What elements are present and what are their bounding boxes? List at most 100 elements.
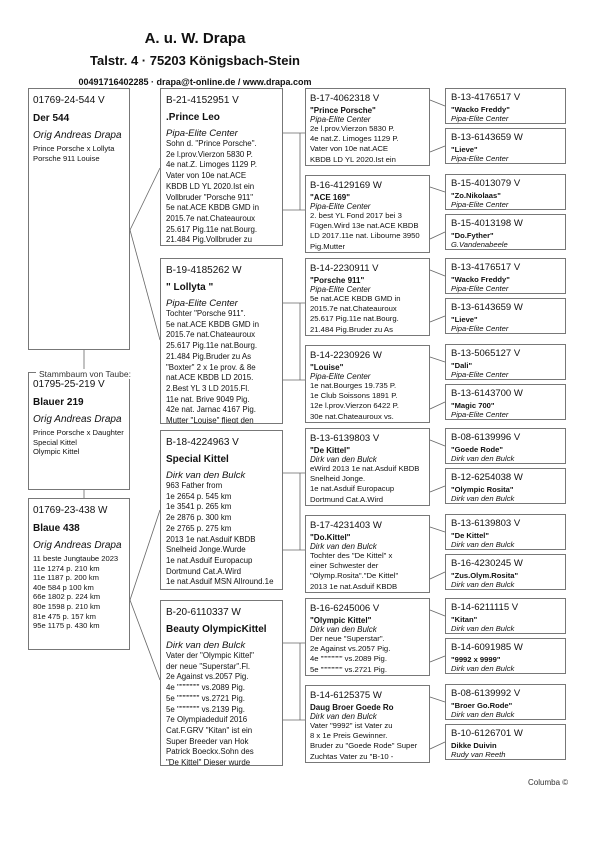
generation2-card[interactable]: B-18-4224963 V Special Kittel Dirk van den… [160, 430, 283, 590]
pedigree-note-line: 66e 1802 p. 224 km [33, 592, 101, 602]
pedigree-note-line: KBDB LD YL 2020.Ist ein [310, 154, 396, 164]
generation4-card[interactable]: B-08-6139996 V "Goede Rode" Dirk van den B… [445, 428, 566, 464]
pedigree-note-line: 2e Against vs.2057 Pig. [310, 644, 391, 654]
pigeon-name: "Do.Fyther" [451, 231, 494, 240]
pedigree-note-line: Cat.F.GRV "Kitan" ist ein [166, 725, 253, 735]
pedigree-note-line: 12e l.prov.Vierzon 6422 P. [310, 401, 399, 411]
pigeon-name: "Prince Porsche" [310, 106, 376, 115]
pedigree-note-line: 21.484 Pig.Bruder zu As [166, 351, 252, 361]
pedigree-note-line: 11 beste Jungtaube 2023 [33, 554, 119, 563]
pedigree-note-line: Pig.Mutter [310, 241, 346, 251]
breeder-name: Dirk van den Bulck [451, 710, 515, 719]
ring-number: B-13-6143700 W [451, 388, 523, 399]
breeder-name: Pipa-Elite Center [451, 200, 509, 209]
breeder-name: Pipa-Elite Center [166, 128, 238, 139]
sire-card[interactable]: 01795-25-219 V Blauer 219 Orig Andreas Dra… [28, 372, 130, 490]
breeder-name: Pipa-Elite Center [451, 324, 509, 333]
generation2-card[interactable]: B-19-4185262 W " Lollyta " Pipa-Elite Cent… [160, 258, 283, 424]
pedigree-note-line: Tochter "Porsche 911". [166, 309, 246, 318]
connector-line [129, 599, 161, 681]
ring-number: B-14-6125375 W [310, 690, 382, 701]
connector-line [129, 167, 161, 231]
pigeon-name: "Olympic Rosita" [451, 485, 514, 494]
breeder-name: Dirk van den Bulck [166, 640, 246, 651]
breeder-name: Dirk van den Bulck [451, 664, 515, 673]
generation4-card[interactable]: B-13-6143700 W "Magic 700" Pipa-Elite Cent… [445, 384, 566, 420]
generation4-card[interactable]: B-13-6139803 V "De Kittel" Dirk van den Bu… [445, 514, 566, 550]
generation3-card[interactable]: B-14-2230926 W "Louise" Pipa-Elite Center 1… [305, 345, 430, 423]
breeder-name: Dirk van den Bulck [451, 624, 515, 633]
pedigree-note-line: 21.484 Pig.Vollbruder zu [166, 235, 252, 245]
generation3-card[interactable]: B-16-4129169 W "ACE 169" Pipa-Elite Center… [305, 175, 430, 253]
ring-number: B-10-6126701 W [451, 728, 523, 739]
pedigree-note-line: 1e 3541 p. 265 km [166, 502, 232, 512]
pedigree-note-line: 4e """""""" vs.2089 Pig. [166, 683, 245, 693]
generation3-card[interactable]: B-17-4231403 W "Do.Kittel" Dirk van den Bu… [305, 515, 430, 593]
connector-line [429, 99, 446, 107]
connector-line [429, 655, 446, 663]
generation3-card[interactable]: B-16-6245006 V "Olympic Kittel" Dirk van d… [305, 598, 430, 676]
pedigree-note-line: 7e Olympiadeduif 2016 [166, 715, 248, 725]
generation2-card[interactable]: B-21-4152951 V .Prince Leo Pipa-Elite Cent… [160, 88, 283, 246]
generation4-card[interactable]: B-15-4013198 W "Do.Fyther" G.Vandenabeele [445, 214, 566, 250]
generation4-card[interactable]: B-13-6143659 W "Lieve" Pipa-Elite Center [445, 128, 566, 164]
breeder-name: Dirk van den Bulck [310, 625, 377, 634]
generation3-card[interactable]: B-14-6125375 W Daug Broer Goede Ro Dirk va… [305, 685, 430, 763]
breeder-name: Pipa-Elite Center [310, 372, 371, 381]
pedigree-note-line: 25.617 Pig.11e nat.Bourg. [166, 341, 258, 351]
pedigree-note-line: 1e nat.Asduif MSN Allround.1e [166, 577, 274, 587]
generation4-card[interactable]: B-13-5065127 V "Dali" Pipa-Elite Center [445, 344, 566, 380]
generation4-card[interactable]: B-14-6091985 W "9992 x 9999" Dirk van den … [445, 638, 566, 674]
pedigree-note-line: 2e l.prov.Vierzon 5830 P. [166, 149, 253, 159]
pedigree-note-line: Vollbruder "Porsche 911" [166, 192, 254, 202]
generation4-card[interactable]: B-15-4013079 V "Zo.Nikolaas" Pipa-Elite Ce… [445, 174, 566, 210]
generation3-card[interactable]: B-17-4062318 V "Prince Porsche" Pipa-Elite… [305, 88, 430, 166]
pedigree-note-line: Vater von 10e nat.ACE [166, 171, 247, 181]
pedigree-note-line: 11e nat. Brive 9049 Pig. [166, 394, 250, 404]
ring-number: B-17-4062318 V [310, 93, 380, 104]
pedigree-note-line: 2015.7e nat.Chateauroux [310, 304, 397, 314]
pedigree-note-line: 2015.7e nat.Chateauroux [166, 213, 256, 223]
breeder-name: Dirk van den Bulck [310, 712, 377, 721]
breeder-address: Talstr. 4 · 75203 Königsbach-Stein [90, 53, 300, 68]
generation4-card[interactable]: B-12-6254038 W "Olympic Rosita" Dirk van d… [445, 468, 566, 504]
subject-pigeon-card[interactable]: 01769-24-544 V Der 544 Orig Andreas Drapa P… [28, 88, 130, 350]
generation4-card[interactable]: B-08-6139992 V "Broer Go.Rode" Dirk van de… [445, 684, 566, 720]
connector-line [429, 231, 446, 240]
pedigree-note-line: 1e Club Soissons 1891 P. [310, 391, 398, 401]
pigeon-name: "Zo.Nikolaas" [451, 191, 501, 200]
pedigree-note-line: Prince Porsche x Lollyta [33, 144, 115, 153]
pedigree-note-line: Special Kittel [33, 437, 77, 447]
pedigree-note-line: 8 x 1e Preis Gewinner. [310, 731, 388, 741]
ring-number: B-13-6139803 V [310, 433, 380, 444]
generation4-card[interactable]: B-16-4230245 W "Zus.Olym.Rosita" Dirk van … [445, 554, 566, 590]
ring-number: B-14-2230911 V [310, 263, 379, 274]
generation4-card[interactable]: B-13-4176517 V "Wacko Freddy" Pipa-Elite C… [445, 258, 566, 294]
generation4-card[interactable]: B-10-6126701 W Dikke Duivin Rudy van Reeth [445, 724, 566, 760]
connector-line [429, 315, 446, 323]
breeder-name: Pipa-Elite Center [451, 284, 509, 293]
generation3-card[interactable]: B-13-6139803 V "De Kittel" Dirk van den Bu… [305, 428, 430, 506]
connector-line [429, 145, 446, 153]
ring-number: B-20-6110337 W [166, 607, 241, 618]
pedigree-note-line: 1e nat.Asduif Europacup [166, 555, 253, 565]
pedigree-note-line: Porsche 911 Louise [33, 153, 100, 163]
generation2-card[interactable]: B-20-6110337 W Beauty OlympicKittel Dirk v… [160, 600, 283, 766]
generation4-card[interactable]: B-14-6211115 V "Kitan" Dirk van den Bulck [445, 598, 566, 634]
ring-number: 01795-25-219 V [33, 379, 105, 390]
pedigree-note-line: 2013 1e nat.Asduif KBDB [166, 534, 256, 544]
breeder-name: Pipa-Elite Center [451, 114, 509, 123]
pedigree-note-line: LD 2017.11e nat. Libourne 3950 [310, 231, 420, 241]
pigeon-name: Blauer 219 [33, 397, 84, 408]
ring-number: B-21-4152951 V [166, 95, 239, 106]
dam-card[interactable]: 01769-23-438 W Blaue 438 Orig Andreas Drap… [28, 498, 130, 650]
pedigree-note-line: 21.484 Pig.Bruder zu As [310, 324, 393, 334]
generation4-card[interactable]: B-13-4176517 V "Wacko Freddy" Pipa-Elite C… [445, 88, 566, 124]
breeder-name: Dirk van den Bulck [310, 455, 377, 464]
pedigree-note-line: 25.617 Pig.11e nat.Bourg. [166, 224, 258, 234]
ring-number: B-14-2230926 W [310, 350, 382, 361]
generation3-card[interactable]: B-14-2230911 V "Porsche 911" Pipa-Elite Ce… [305, 258, 430, 336]
pigeon-name: "De Kittel" [310, 446, 351, 455]
generation4-card[interactable]: B-13-6143659 W "Lieve" Pipa-Elite Center [445, 298, 566, 334]
pedigree-note-line: nat.ACE KBDB LD 2015. [166, 373, 254, 383]
